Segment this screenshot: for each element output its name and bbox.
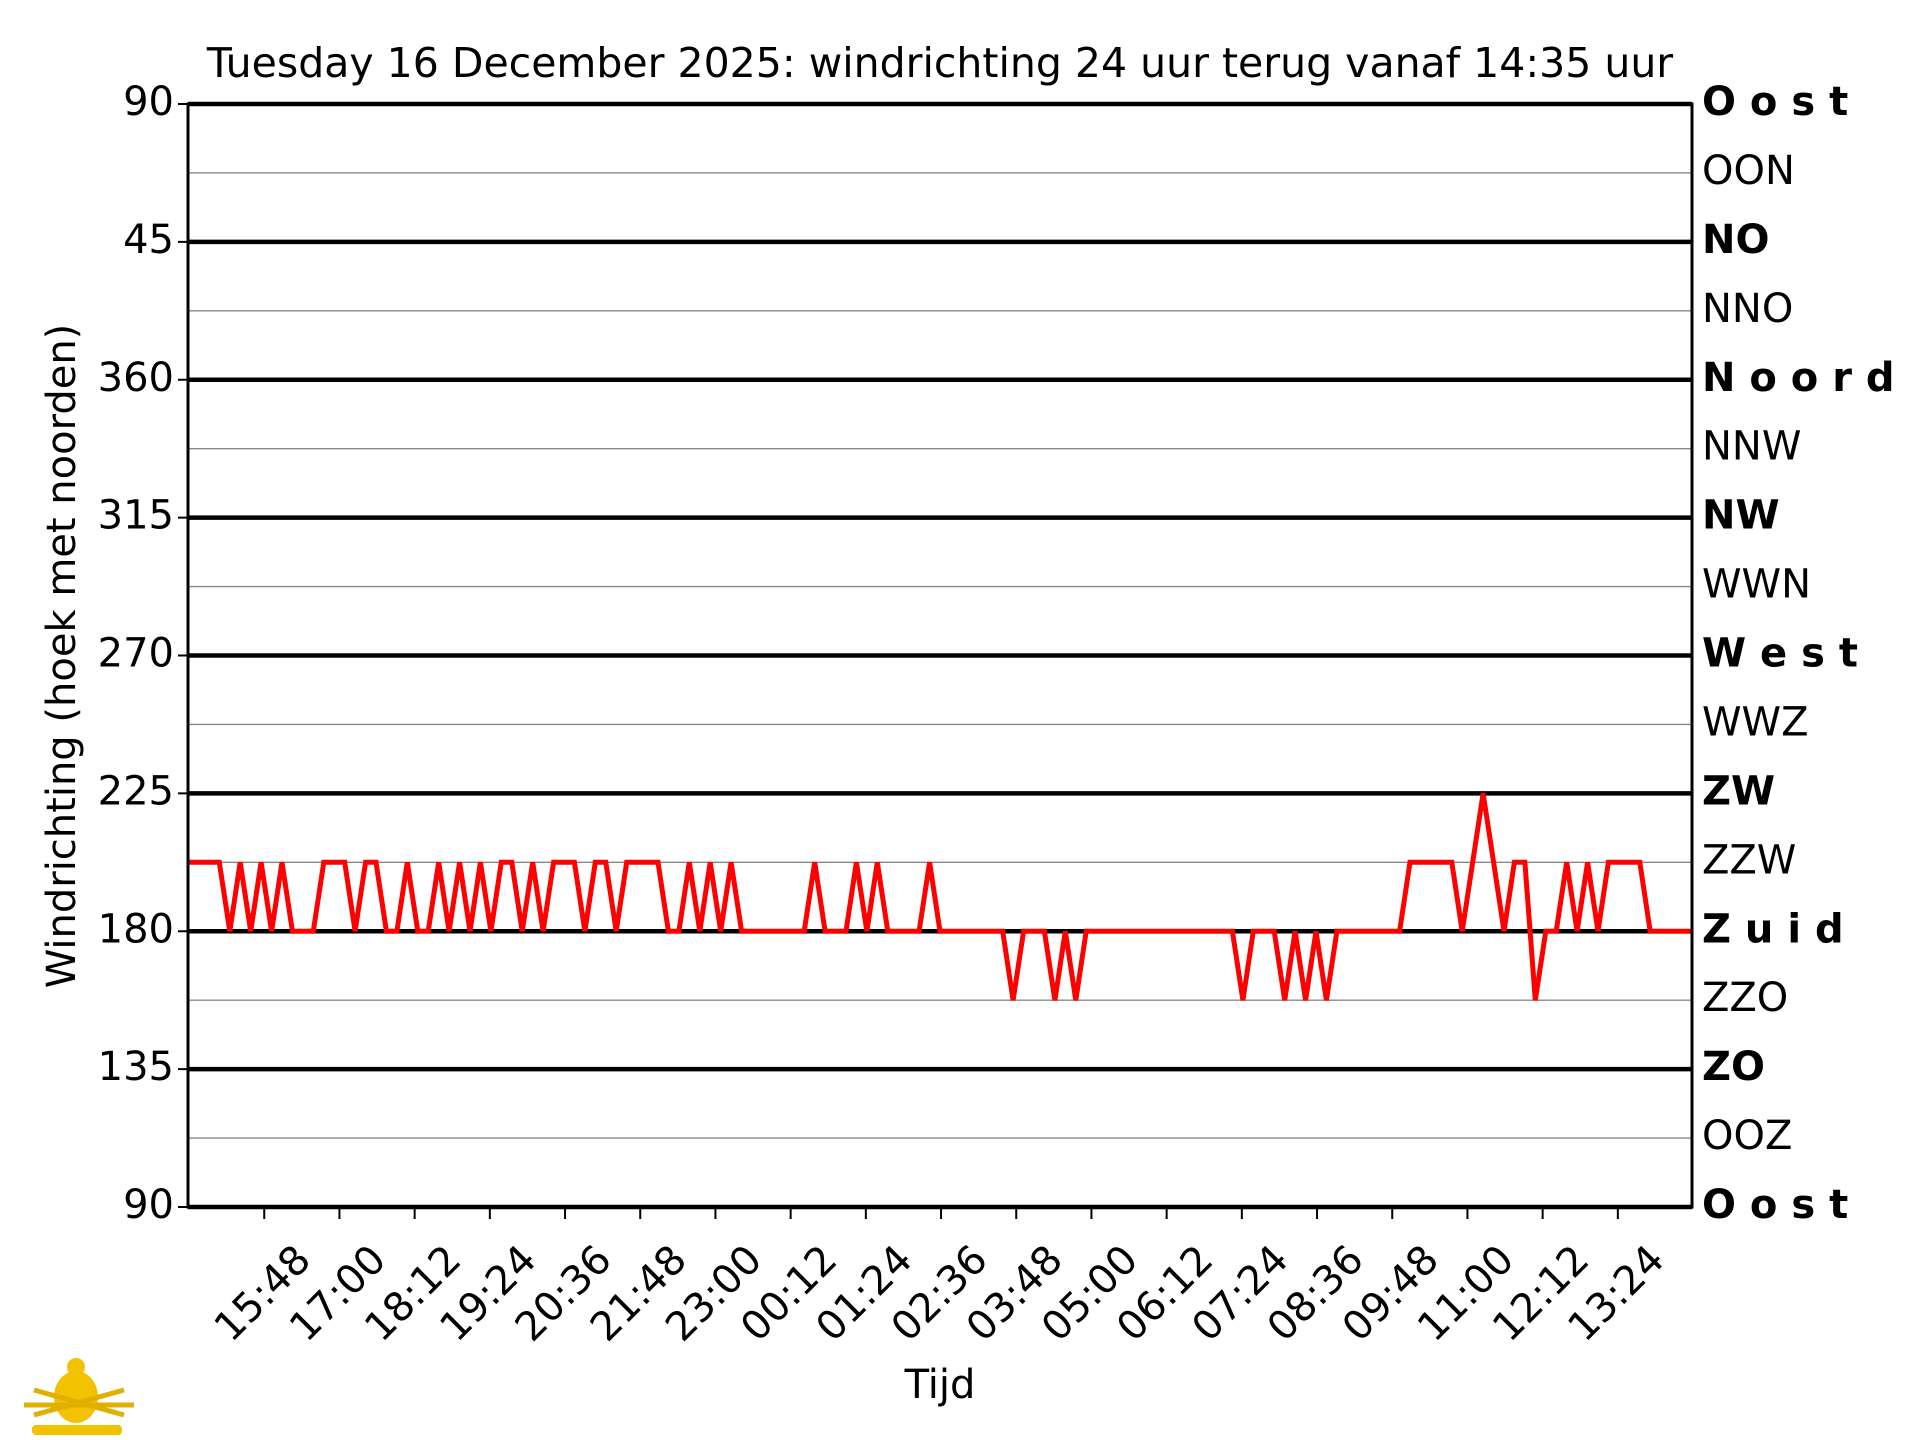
y-tick-label: 225: [98, 768, 174, 814]
y2-tick-label: NW: [1702, 493, 1780, 539]
y-tick-label: 90: [123, 79, 174, 125]
y-tick-label: 315: [98, 493, 174, 539]
y2-tick-label: OOZ: [1702, 1113, 1792, 1159]
y2-tick-label: Z u i d: [1702, 906, 1844, 952]
logo-oars: [24, 1387, 134, 1418]
y2-tick-label: ZW: [1702, 768, 1775, 814]
data-line: [188, 793, 1692, 1001]
y-tick-label: 270: [98, 631, 174, 677]
axes: O o s t OOZ ZO ZZO Z u i d ZZW ZW WWZ W e s t WWN…: [98, 79, 1895, 1351]
logo-body: [54, 1371, 98, 1423]
logo: [24, 1358, 134, 1435]
logo-head: [67, 1358, 85, 1376]
y-axis-label: Windrichting (hoek met noorden): [39, 324, 85, 989]
y2-tick-label: O o s t: [1702, 79, 1848, 125]
y-tick-label: 45: [123, 217, 174, 263]
y-tick-label: 360: [98, 355, 174, 401]
x-axis-label: Tijd: [904, 1362, 976, 1408]
y2-tick-label: O o s t: [1702, 1182, 1848, 1228]
y2-tick-label: NNW: [1702, 424, 1801, 470]
y2-tick-label: WWN: [1702, 562, 1811, 608]
y2-tick-label: OON: [1702, 148, 1795, 194]
y2-tick-label: ZZO: [1702, 975, 1788, 1021]
y-tick-label: 180: [98, 906, 174, 952]
grid: [188, 101, 1692, 1210]
y2-tick-label: ZZW: [1702, 837, 1796, 883]
y2-tick-label: NO: [1702, 217, 1769, 263]
y2-tick-label: N o o r d: [1702, 355, 1895, 401]
y2-tick-label: WWZ: [1702, 699, 1809, 745]
chart-title: Tuesday 16 December 2025: windrichting 2…: [206, 39, 1673, 87]
plot-frame: [186, 102, 1694, 1209]
y2-tick-label: W e s t: [1702, 631, 1858, 677]
y-tick-label: 90: [123, 1182, 174, 1228]
y2-tick-label: NNO: [1702, 286, 1793, 332]
plot-area: [188, 793, 1692, 1001]
logo-base: [32, 1425, 122, 1435]
y-tick-label: 135: [98, 1044, 174, 1090]
y2-tick-label: ZO: [1702, 1044, 1765, 1090]
